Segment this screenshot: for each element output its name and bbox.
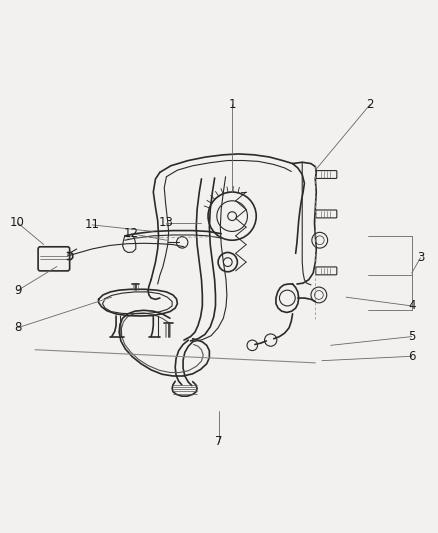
Text: 9: 9 <box>14 284 21 297</box>
Text: 7: 7 <box>215 435 223 448</box>
Text: 5: 5 <box>408 330 415 343</box>
Text: 2: 2 <box>366 98 374 111</box>
Text: 4: 4 <box>408 300 416 312</box>
Text: 11: 11 <box>85 219 99 231</box>
Text: 13: 13 <box>159 216 174 229</box>
Text: 3: 3 <box>417 251 424 264</box>
Text: 8: 8 <box>14 321 21 334</box>
Text: 1: 1 <box>228 98 236 111</box>
Text: 6: 6 <box>408 350 416 363</box>
Text: 12: 12 <box>124 227 139 240</box>
Text: 10: 10 <box>10 216 25 229</box>
